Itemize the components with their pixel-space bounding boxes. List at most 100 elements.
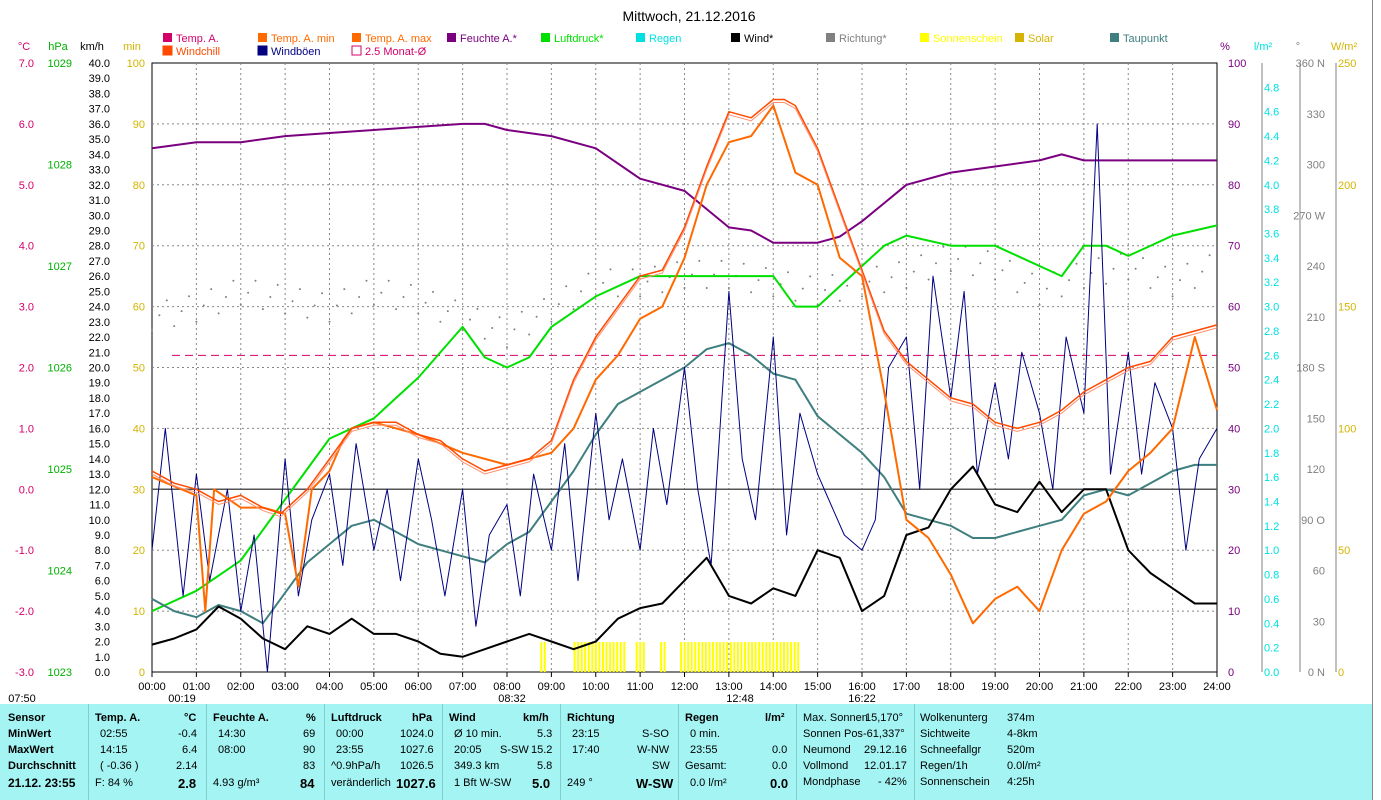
lm2-tick: 0.8 (1264, 570, 1279, 582)
direction-dot (350, 312, 353, 315)
maxwert-label: MaxWert (8, 744, 54, 756)
lm2-tick: 1.8 (1264, 448, 1279, 460)
sunshine-bar (635, 642, 638, 672)
direction-dot (1208, 254, 1211, 257)
wind-max-dir: S-SW (500, 744, 529, 756)
x-tick-label: 23:00 (1159, 681, 1187, 693)
direction-dot (1186, 262, 1189, 265)
kmh-tick: 35.0 (89, 134, 110, 146)
sun-max-value: 15,170° (865, 712, 904, 724)
direction-dot (794, 299, 797, 302)
direction-dot (513, 328, 516, 331)
deg-tick: 270 W (1293, 210, 1325, 222)
direction-dot (720, 259, 723, 262)
sunshine-bar (783, 642, 785, 672)
sunshine-bar (712, 642, 714, 672)
legend-swatch (352, 33, 361, 42)
sunshine-bar (775, 642, 778, 672)
weather-chart: Mittwoch, 21.12.2016 Temp. A. Temp. A. mi… (8, 8, 1358, 704)
direction-dot (1082, 287, 1085, 289)
hpa-tick: 1028 (48, 160, 72, 172)
x-tick-label: 03:00 (271, 681, 299, 693)
chart-title: Mittwoch, 21.12.2016 (622, 8, 755, 24)
direction-dot (1045, 287, 1048, 290)
axis-unit: W/m² (1331, 41, 1358, 53)
schnee-value: 520m (1007, 744, 1035, 756)
direction-dot (195, 320, 198, 323)
direction-dot (1179, 279, 1181, 282)
direction-dot (1023, 281, 1026, 284)
kmh-tick: 16.0 (89, 423, 110, 435)
min-tick: 10 (133, 606, 145, 618)
richtung-degrees: 249 ° (567, 777, 593, 789)
wm2-tick: 100 (1338, 423, 1356, 435)
summary-table: Sensor MinWert MaxWert Durchschnitt 21.1… (0, 704, 1372, 800)
timestamp: 21.12. 23:55 (8, 776, 76, 790)
kmh-tick: 24.0 (89, 302, 110, 314)
direction-dot (868, 280, 871, 283)
lm2-tick: 2.2 (1264, 399, 1279, 411)
direction-dot (284, 312, 287, 315)
lm2-tick: 2.8 (1264, 326, 1279, 338)
sunshine-bar (726, 642, 729, 672)
kmh-tick: 33.0 (89, 165, 110, 177)
direction-dot (742, 262, 745, 265)
lm2-tick: 2.4 (1264, 375, 1279, 387)
feuchte-current: 84 (300, 776, 315, 791)
kmh-tick: 13.0 (89, 469, 110, 481)
feuchte-line (151, 122, 1217, 244)
kmh-tick: 14.0 (89, 454, 110, 466)
x-tick-label: 15:00 (804, 681, 832, 693)
min-tick: 20 (133, 545, 145, 557)
avg-label: Durchschnitt (8, 760, 76, 772)
sonnenschein-label: Sonnenschein (920, 776, 990, 788)
direction-dot (809, 275, 812, 278)
schnee-label: Schneefallgr (920, 744, 982, 756)
sunshine-bar (697, 642, 700, 672)
legend-label: Temp. A. max (365, 33, 432, 45)
sensor-header: Sensor (8, 712, 46, 724)
legend-swatch (162, 45, 173, 56)
wolken-label: Wolkenunterg (920, 712, 988, 724)
hpa-tick: 1026 (48, 363, 72, 375)
direction-dot (372, 303, 375, 306)
celsius-tick: -2.0 (15, 606, 34, 618)
kmh-tick: 5.0 (95, 591, 110, 603)
regen1h-value: 0.0l/m² (1007, 760, 1041, 772)
luft-min-value: 1024.0 (400, 728, 434, 740)
direction-dot (683, 287, 686, 289)
temp-current: 2.8 (178, 776, 197, 791)
luft-trend: ^0.9hPa/h (331, 760, 381, 772)
deg-tick: 150 (1307, 413, 1325, 425)
hpa-tick: 1027 (48, 261, 72, 273)
min-tick: 80 (133, 180, 145, 192)
time-marker: 08:32 (498, 693, 526, 704)
sunshine-bar (747, 642, 750, 672)
direction-dot (1201, 270, 1204, 273)
wind-current: 5.0 (532, 776, 551, 791)
deg-tick: 300 (1307, 160, 1325, 172)
sunshine-bar (577, 642, 580, 672)
deg-tick: 330 (1307, 109, 1325, 121)
direction-dot (417, 312, 420, 315)
x-tick-label: 12:00 (671, 681, 699, 693)
direction-dot (698, 259, 701, 262)
pct-tick: 80 (1228, 180, 1240, 192)
wind-bft: 1 Bft W-SW (454, 777, 512, 789)
kmh-tick: 37.0 (89, 104, 110, 116)
wind-avg10-value: 5.3 (537, 728, 553, 740)
celsius-tick: 6.0 (19, 119, 34, 131)
kmh-tick: 34.0 (89, 149, 110, 161)
direction-dot (942, 245, 945, 248)
wm2-tick: 150 (1338, 302, 1356, 314)
direction-dot (328, 320, 331, 323)
sunshine-bar (715, 642, 718, 672)
direction-dot (269, 296, 272, 298)
richtung-header: Richtung (567, 712, 615, 724)
mondphase-value: - 42% (878, 776, 907, 788)
feuchte-absolute: 4.93 g/m³ (213, 777, 260, 789)
legend-swatch (257, 45, 268, 56)
wind-max-value: 15.2 (531, 744, 553, 756)
direction-dot (912, 270, 915, 273)
richtung-d2: W-NW (637, 744, 670, 756)
